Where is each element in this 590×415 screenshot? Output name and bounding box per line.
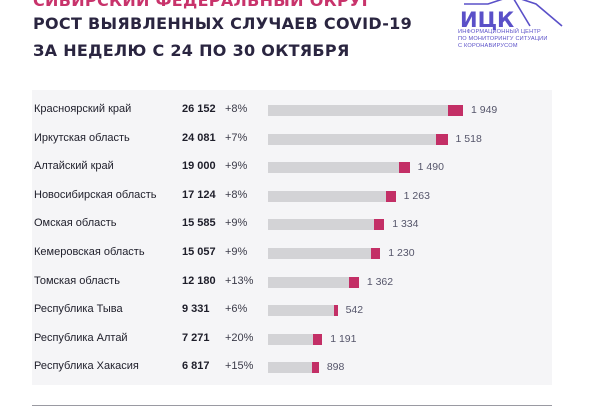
total-cases-label: 9 331 — [182, 303, 210, 316]
footer-divider — [32, 405, 552, 406]
itsk-logo-caption-3: С КОРОНАВИРУСОМ — [458, 43, 518, 49]
itsk-logo-caption-1: ИНФОРМАЦИОННЫЙ ЦЕНТР — [458, 29, 541, 35]
total-cases-label: 15 057 — [182, 246, 216, 258]
bar-previous-cases — [268, 190, 387, 202]
growth-percent-label: +13% — [225, 274, 254, 287]
bar-previous-cases — [268, 305, 334, 317]
region-label: Красноярский край — [34, 103, 132, 115]
bar-new-cases — [436, 133, 448, 145]
growth-percent-label: +8% — [225, 103, 248, 115]
chart-super-title: СИБИРСКИЙ ФЕДЕРАЛЬНЫЙ ОКРУГ — [33, 0, 373, 10]
bar-previous-cases — [268, 219, 375, 231]
chart-title: РОСТ ВЫЯВЛЕННЫХ СЛУЧАЕВ COVID-19 — [33, 14, 413, 33]
region-label: Республика Алтай — [34, 331, 128, 344]
growth-percent-label: +8% — [225, 188, 248, 201]
itsk-logo-mark: ИЦК — [460, 0, 563, 30]
bar-previous-cases — [268, 276, 349, 288]
itsk-logo-caption-2: ПО МОНИТОРИНГУ СИТУАЦИИ — [458, 36, 548, 42]
new-cases-label: 542 — [345, 304, 364, 317]
bar-new-cases — [448, 105, 463, 116]
growth-percent-label: +20% — [225, 331, 254, 344]
chart-row: Томская область 12 180 +13% 1 362 — [32, 271, 552, 291]
bar-new-cases — [312, 362, 319, 374]
total-cases-label: 12 180 — [182, 274, 216, 287]
total-cases-label: 15 585 — [182, 217, 216, 230]
total-cases-label: 24 081 — [182, 131, 216, 144]
new-cases-label: 1 949 — [471, 104, 498, 116]
new-cases-label: 1 362 — [366, 275, 394, 288]
itsk-logo-caption: ИНФОРМАЦИОННЫЙ ЦЕНТР ПО МОНИТОРИНГУ СИТУ… — [458, 29, 568, 50]
growth-percent-label: +6% — [225, 303, 248, 316]
region-label: Новосибирская область — [34, 188, 157, 201]
new-cases-label: 1 518 — [455, 132, 482, 145]
chart-row: Республика Алтай 7 271 +20% 1 191 — [32, 328, 552, 348]
total-cases-label: 6 817 — [182, 360, 210, 373]
bar-new-cases — [398, 162, 410, 174]
growth-percent-label: +9% — [225, 160, 248, 173]
region-label: Кемеровская область — [34, 246, 145, 258]
chart-panel: Красноярский край 26 152 +8% 1 949 Иркутская… — [32, 90, 552, 385]
bar-previous-cases — [268, 248, 372, 259]
total-cases-label: 19 000 — [182, 160, 216, 173]
bar-new-cases — [386, 190, 396, 202]
new-cases-label: 1 191 — [330, 332, 357, 345]
chart-row: Красноярский край 26 152 +8% 1 949 — [32, 99, 552, 119]
chart-row: Республика Хакасия 6 817 +15% 898 — [32, 356, 552, 376]
growth-percent-label: +9% — [225, 217, 248, 230]
chart-subtitle: ЗА НЕДЕЛЮ С 24 ПО 30 ОКТЯБРЯ — [33, 41, 350, 60]
itsk-logo-title: ИЦК — [460, 8, 514, 30]
region-label: Республика Хакасия — [34, 360, 139, 373]
new-cases-label: 1 490 — [417, 161, 444, 174]
itsk-logo: ИЦК ИНФОРМАЦИОННЫЙ ЦЕНТР ПО МОНИТОРИНГУ … — [458, 0, 568, 70]
chart-row: Новосибирская область 17 124 +8% 1 263 — [32, 185, 552, 205]
bar-previous-cases — [268, 105, 449, 116]
chart-row: Республика Тыва 9 331 +6% 542 — [32, 299, 552, 319]
chart-row: Омская область 15 585 +9% 1 334 — [32, 213, 552, 233]
growth-percent-label: +7% — [225, 131, 248, 144]
bar-new-cases — [371, 248, 381, 259]
bar-new-cases — [313, 333, 323, 345]
bar-previous-cases — [268, 362, 313, 374]
new-cases-label: 898 — [326, 361, 345, 374]
chart-row: Алтайский край 19 000 +9% 1 490 — [32, 156, 552, 176]
growth-percent-label: +9% — [225, 246, 248, 258]
total-cases-label: 17 124 — [182, 188, 216, 201]
bar-previous-cases — [268, 333, 314, 345]
bar-previous-cases — [268, 162, 399, 174]
region-label: Иркутская область — [34, 131, 130, 144]
growth-percent-label: +15% — [225, 360, 254, 373]
new-cases-label: 1 263 — [403, 189, 430, 202]
bar-new-cases — [348, 276, 359, 288]
new-cases-label: 1 230 — [388, 247, 415, 259]
bar-previous-cases — [268, 133, 437, 145]
region-label: Алтайский край — [34, 160, 114, 173]
new-cases-label: 1 334 — [392, 218, 419, 231]
region-label: Омская область — [34, 217, 117, 230]
chart-row: Иркутская область 24 081 +7% 1 518 — [32, 128, 552, 148]
bar-new-cases — [333, 305, 338, 317]
total-cases-label: 7 271 — [182, 331, 210, 344]
bar-new-cases — [374, 219, 385, 231]
region-label: Республика Тыва — [34, 303, 123, 316]
region-label: Томская область — [34, 274, 120, 287]
total-cases-label: 26 152 — [182, 103, 216, 115]
chart-row: Кемеровская область 15 057 +9% 1 230 — [32, 242, 552, 262]
